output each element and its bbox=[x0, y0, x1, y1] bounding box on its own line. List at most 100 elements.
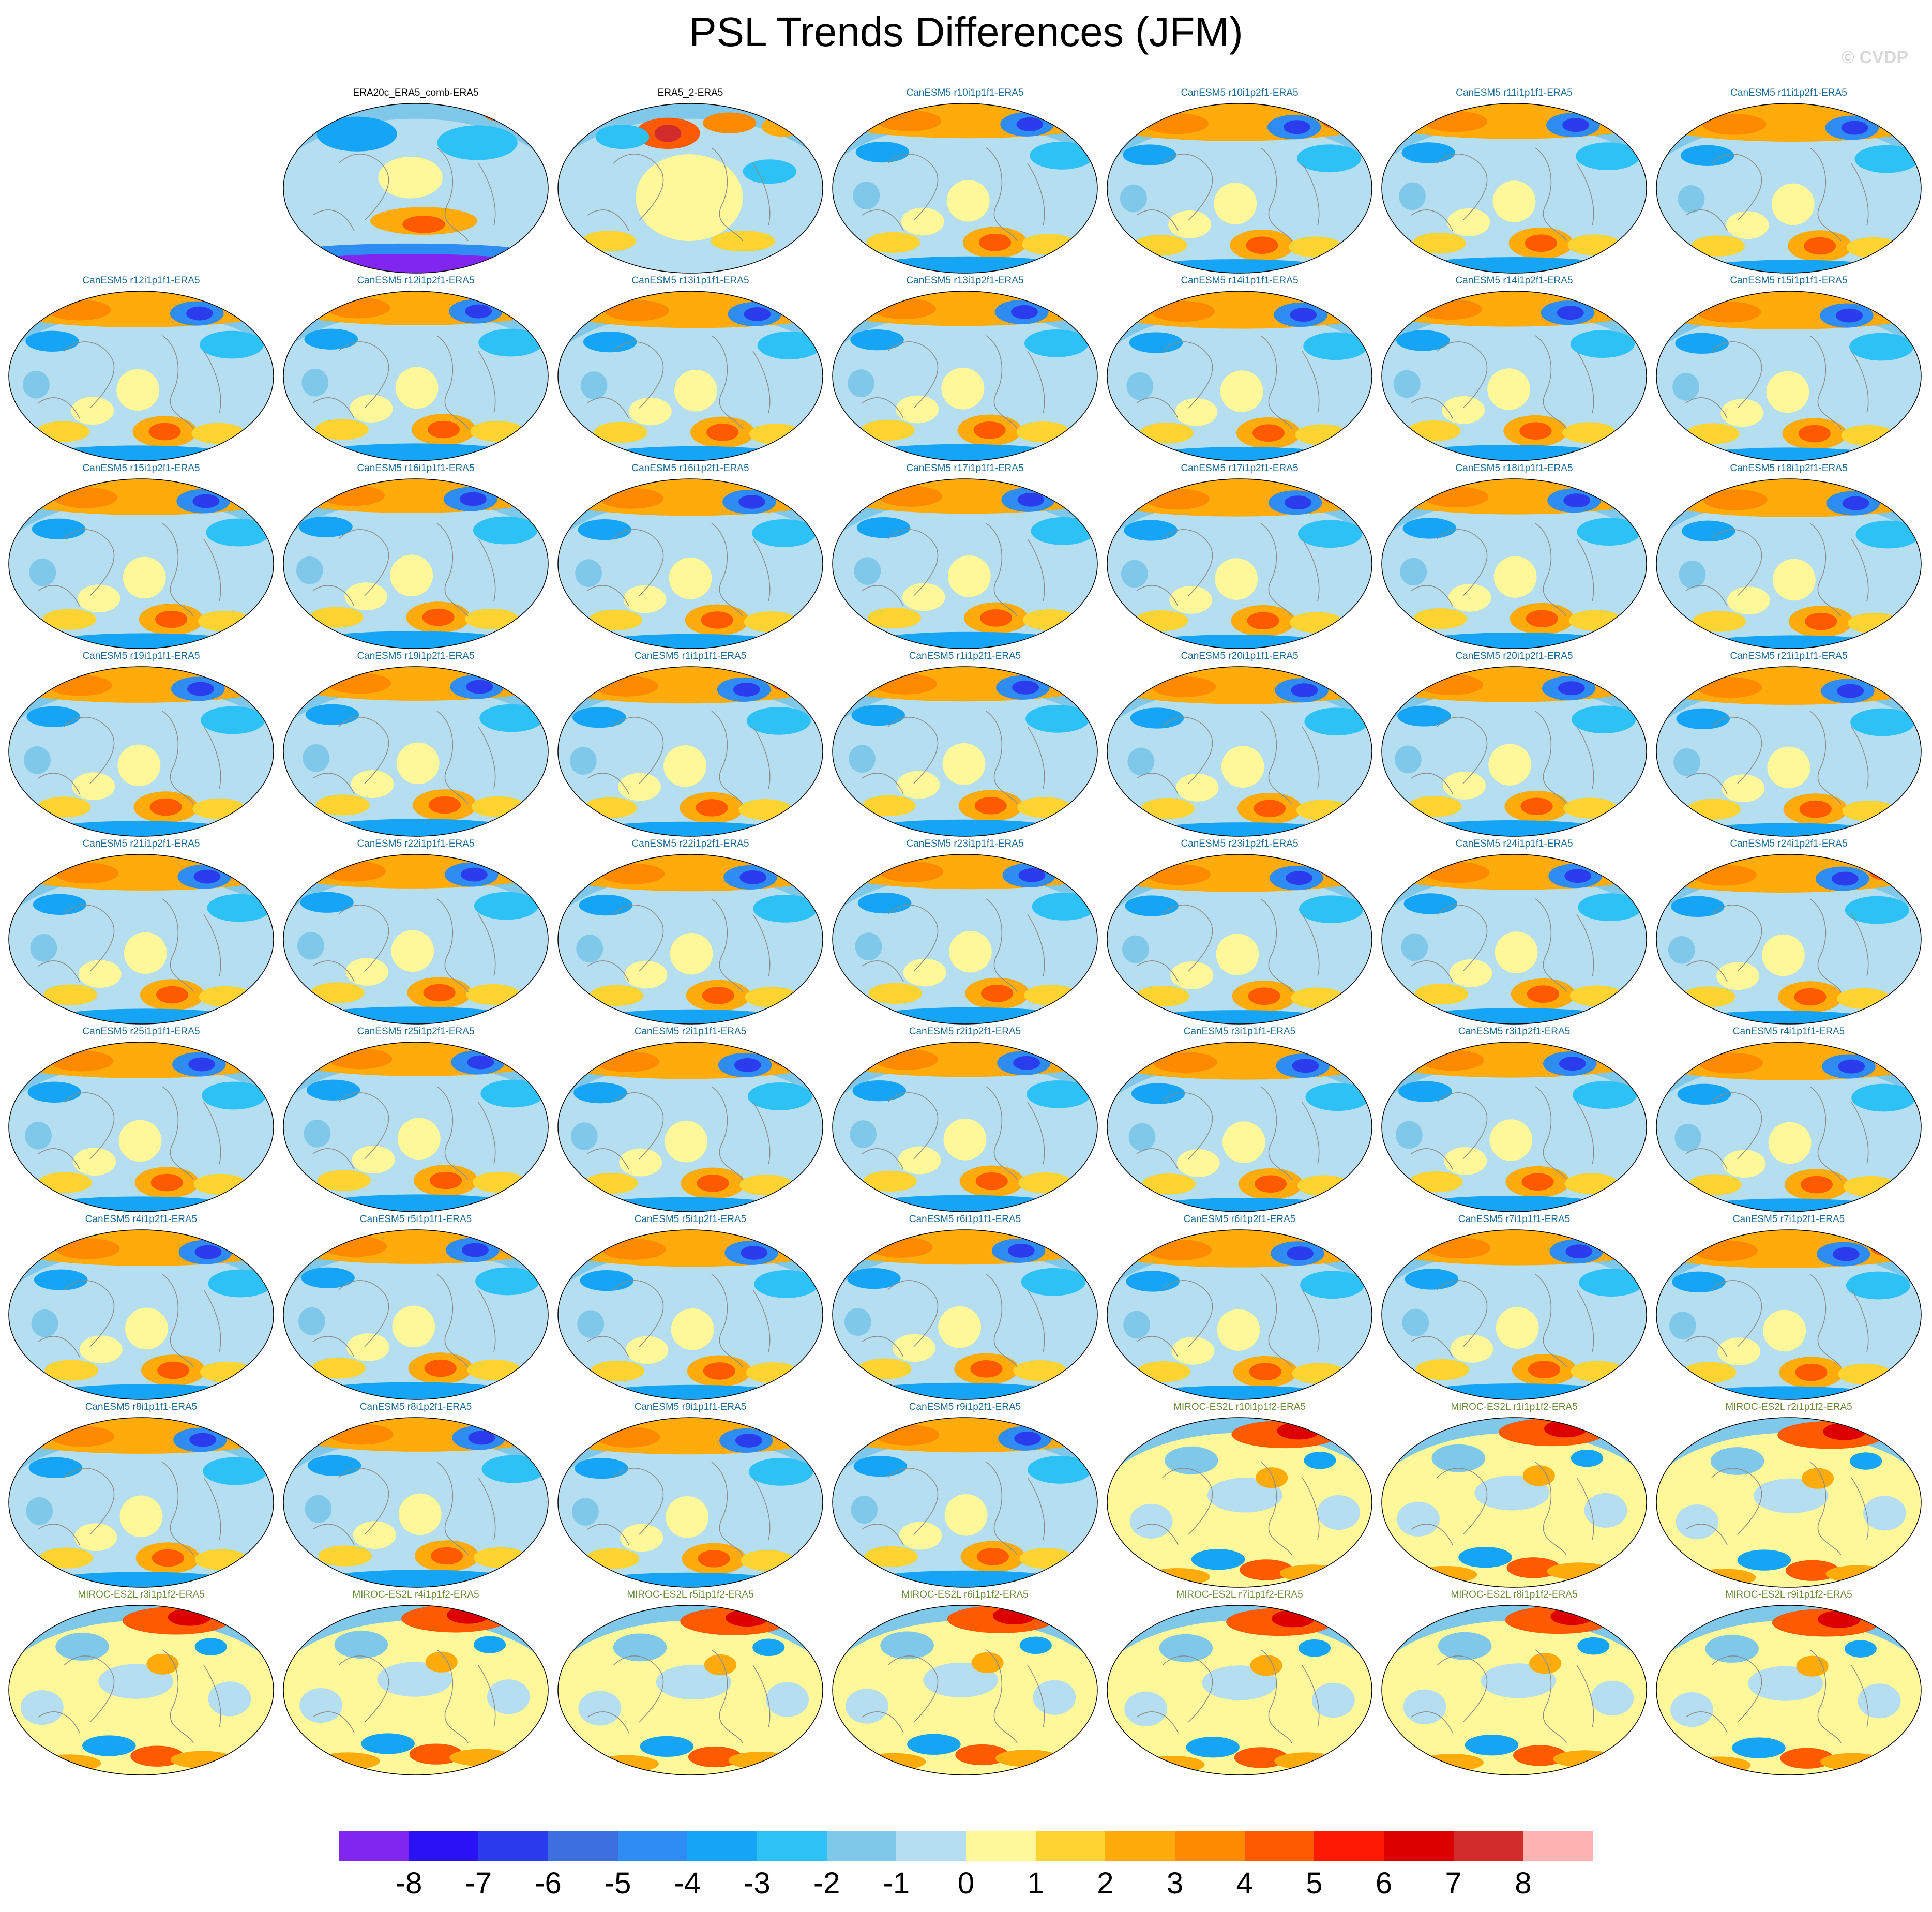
trend-contour bbox=[726, 1609, 769, 1627]
panel-title: CanESM5 r21i1p1f1-ERA5 bbox=[1730, 651, 1848, 661]
coastline bbox=[38, 1148, 80, 1170]
map-panel: CanESM5 r10i1p2f1-ERA5 bbox=[1106, 87, 1373, 274]
map-panel: CanESM5 r17i1p1f1-ERA5 bbox=[831, 462, 1099, 650]
trend-contour bbox=[462, 1243, 489, 1257]
trend-contour bbox=[862, 795, 916, 816]
coastline bbox=[1711, 1655, 1762, 1723]
trend-contour bbox=[663, 745, 707, 787]
globe-map bbox=[1107, 478, 1372, 649]
trend-contour bbox=[396, 742, 440, 785]
coastline bbox=[1809, 1649, 1842, 1743]
panel-title: CanESM5 r15i1p1f1-ERA5 bbox=[1730, 275, 1848, 286]
trend-contour bbox=[738, 799, 792, 820]
coastline bbox=[1260, 147, 1292, 242]
trend-contour bbox=[1520, 797, 1553, 815]
globe-outline bbox=[832, 478, 1098, 649]
panel-title: MIROC-ES2L r7i1p1f2-ERA5 bbox=[1176, 1589, 1303, 1600]
colorbar-segment bbox=[1175, 1831, 1245, 1861]
globe-outline bbox=[1656, 1605, 1922, 1775]
coastline bbox=[862, 209, 904, 231]
coastline bbox=[312, 585, 355, 607]
trend-contour bbox=[1487, 368, 1531, 410]
panel-title: ERA20c_ERA5_comb-ERA5 bbox=[353, 87, 479, 98]
coastline bbox=[436, 1086, 469, 1180]
trend-contour bbox=[1418, 674, 1483, 696]
trend-contour bbox=[473, 1636, 506, 1653]
coastline bbox=[986, 1462, 1018, 1556]
trend-contour bbox=[45, 821, 233, 836]
trend-contour bbox=[472, 1171, 526, 1193]
trend-contour bbox=[1107, 103, 1372, 141]
map-panel: MIROC-ES2L r10i1p1f2-ERA5 bbox=[1106, 1401, 1373, 1588]
trend-contour bbox=[1159, 1634, 1213, 1662]
trend-contour bbox=[575, 559, 602, 588]
coastline bbox=[1027, 163, 1045, 226]
globe-outline bbox=[557, 666, 823, 837]
trend-contour bbox=[1836, 308, 1863, 323]
trend-contour bbox=[594, 421, 648, 443]
trend-contour bbox=[578, 1691, 622, 1726]
coastline bbox=[1411, 1524, 1453, 1545]
trend-contour bbox=[1668, 936, 1695, 964]
trend-contour bbox=[1296, 144, 1362, 173]
globe-map bbox=[832, 291, 1098, 461]
trend-contour bbox=[576, 935, 603, 963]
trend-contour bbox=[1304, 707, 1369, 736]
coastline bbox=[1851, 351, 1869, 414]
trend-contour bbox=[188, 1057, 215, 1072]
globe-outline bbox=[8, 854, 274, 1025]
trend-contour bbox=[1564, 869, 1592, 883]
trend-contour bbox=[1153, 1051, 1217, 1073]
globe-map bbox=[557, 1605, 823, 1775]
coastline bbox=[887, 341, 939, 409]
trend-contour bbox=[437, 125, 518, 160]
trend-contour bbox=[1553, 1750, 1618, 1768]
coastline bbox=[1437, 341, 1488, 409]
trend-contour bbox=[1656, 103, 1921, 142]
coastline bbox=[203, 1477, 221, 1540]
trend-contour bbox=[1525, 234, 1557, 252]
globe-map bbox=[283, 854, 549, 1025]
coastline bbox=[1437, 1280, 1488, 1347]
globe-map bbox=[557, 1229, 823, 1400]
trend-contour bbox=[1841, 121, 1868, 135]
trend-contour bbox=[1656, 1230, 1921, 1268]
colorbar bbox=[339, 1831, 1593, 1864]
globe-map bbox=[1381, 666, 1647, 837]
colorbar-segment bbox=[617, 1831, 688, 1861]
trend-contour bbox=[880, 1631, 934, 1660]
trend-contour bbox=[594, 675, 658, 697]
coastline bbox=[887, 1280, 939, 1347]
trend-contour bbox=[866, 1382, 1053, 1399]
map-panel: MIROC-ES2L r6i1p1f2-ERA5 bbox=[831, 1589, 1099, 1776]
coastline bbox=[1302, 538, 1320, 601]
trend-contour bbox=[283, 854, 548, 889]
coastline bbox=[1809, 711, 1842, 805]
trend-contour bbox=[666, 1496, 709, 1538]
globe-outline bbox=[557, 103, 823, 274]
trend-contour bbox=[1217, 1309, 1260, 1351]
panel-title: CanESM5 r9i1p2f1-ERA5 bbox=[909, 1402, 1021, 1412]
colorbar-tick-label: 5 bbox=[1306, 1866, 1323, 1900]
panel-title: ERA5_2-ERA5 bbox=[657, 87, 723, 98]
trend-contour bbox=[578, 519, 632, 540]
globe-map bbox=[1381, 103, 1647, 274]
trend-contour bbox=[1722, 774, 1765, 803]
trend-contour bbox=[1174, 398, 1218, 426]
trend-contour bbox=[427, 420, 460, 439]
trend-contour bbox=[466, 984, 520, 1005]
coastline bbox=[887, 717, 939, 784]
panel-title: CanESM5 r16i1p1f1-ERA5 bbox=[357, 463, 475, 474]
coastline bbox=[1685, 1148, 1728, 1170]
trend-contour bbox=[1322, 487, 1354, 505]
trend-contour bbox=[117, 744, 161, 787]
map-panel: CanESM5 r2i1p1f1-ERA5 bbox=[556, 1026, 824, 1213]
trend-contour bbox=[585, 1548, 639, 1570]
trend-contour bbox=[591, 1360, 644, 1382]
trend-contour bbox=[879, 861, 944, 882]
coastline bbox=[986, 898, 1018, 992]
globe-map bbox=[557, 1042, 823, 1212]
trend-contour bbox=[55, 1238, 120, 1259]
trend-contour bbox=[733, 682, 760, 697]
trend-contour bbox=[1031, 517, 1095, 545]
